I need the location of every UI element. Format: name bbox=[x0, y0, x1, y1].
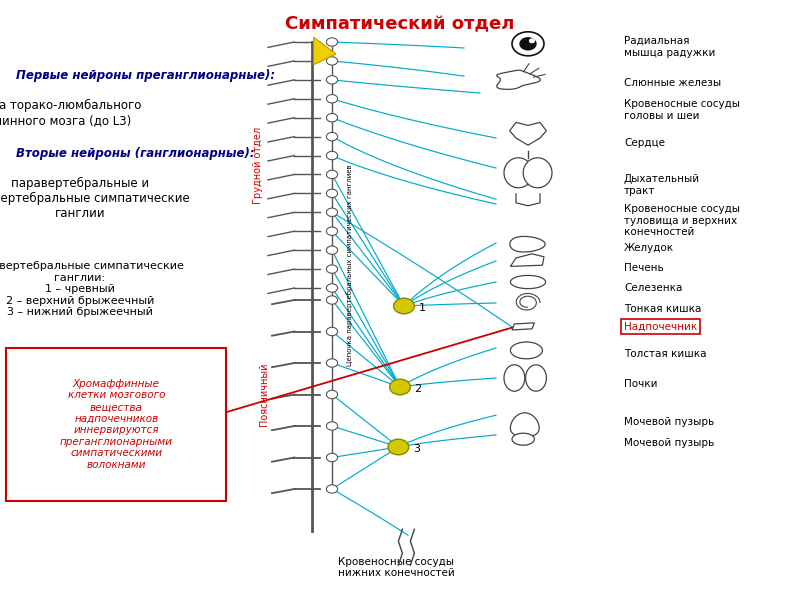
Text: 2: 2 bbox=[414, 384, 422, 394]
Text: Симпатический отдел: Симпатический отдел bbox=[286, 15, 514, 33]
Text: Толстая кишка: Толстая кишка bbox=[624, 349, 706, 359]
Circle shape bbox=[326, 170, 338, 179]
Circle shape bbox=[326, 76, 338, 84]
Text: Мочевой пузырь: Мочевой пузырь bbox=[624, 438, 714, 448]
Circle shape bbox=[530, 39, 534, 43]
Circle shape bbox=[326, 328, 338, 335]
Circle shape bbox=[326, 296, 338, 304]
Circle shape bbox=[326, 359, 338, 367]
Text: Слюнные железы: Слюнные железы bbox=[624, 78, 721, 88]
Circle shape bbox=[512, 32, 544, 56]
Polygon shape bbox=[510, 236, 545, 252]
Text: Кровеносные сосуды
головы и шеи: Кровеносные сосуды головы и шеи bbox=[624, 99, 740, 121]
Circle shape bbox=[326, 38, 338, 46]
Polygon shape bbox=[314, 37, 336, 65]
Text: Первые нейроны преганглионарные):: Первые нейроны преганглионарные): bbox=[16, 69, 275, 82]
Circle shape bbox=[520, 38, 536, 50]
Text: Надпочечник: Надпочечник bbox=[624, 322, 698, 331]
Circle shape bbox=[326, 485, 338, 493]
Text: Мочевой пузырь: Мочевой пузырь bbox=[624, 417, 714, 427]
FancyBboxPatch shape bbox=[6, 348, 226, 501]
Polygon shape bbox=[504, 158, 533, 188]
Circle shape bbox=[326, 57, 338, 65]
Text: Печень: Печень bbox=[624, 263, 664, 273]
Text: Превертебральные симпатические
ганглии:
1 – чревный
2 – верхний брыжеечный
3 – н: Превертебральные симпатические ганглии: … bbox=[0, 261, 183, 317]
Circle shape bbox=[326, 151, 338, 160]
Circle shape bbox=[326, 422, 338, 430]
Circle shape bbox=[390, 379, 410, 395]
Polygon shape bbox=[510, 342, 542, 359]
Circle shape bbox=[326, 390, 338, 398]
Text: Тонкая кишка: Тонкая кишка bbox=[624, 304, 702, 314]
Polygon shape bbox=[523, 158, 552, 188]
Polygon shape bbox=[510, 122, 546, 145]
Polygon shape bbox=[497, 70, 541, 89]
Circle shape bbox=[326, 454, 338, 462]
Circle shape bbox=[326, 113, 338, 122]
Polygon shape bbox=[510, 254, 544, 266]
Text: боковые рога торако-люмбального
отделов спинного мозга (до L3): боковые рога торако-люмбального отделов … bbox=[0, 99, 142, 127]
Circle shape bbox=[394, 298, 414, 314]
Polygon shape bbox=[512, 323, 534, 330]
Text: Грудной отдел: Грудной отдел bbox=[253, 127, 262, 203]
Text: Радиальная
мышца радужки: Радиальная мышца радужки bbox=[624, 36, 715, 58]
Circle shape bbox=[326, 284, 338, 292]
Circle shape bbox=[326, 95, 338, 103]
Text: Поясничный: Поясничный bbox=[259, 363, 269, 426]
Text: Селезенка: Селезенка bbox=[624, 283, 682, 293]
Text: Вторые нейроны (ганглионарные):: Вторые нейроны (ганглионарные): bbox=[16, 147, 254, 160]
Circle shape bbox=[326, 208, 338, 217]
Text: Цепочка паравертебральных симпатических ганглиев: Цепочка паравертебральных симпатических … bbox=[346, 164, 353, 367]
Text: паравертебральные и
превертебральные симпатические
ганглии: паравертебральные и превертебральные сим… bbox=[0, 177, 190, 220]
Text: 3: 3 bbox=[413, 444, 420, 454]
Circle shape bbox=[326, 246, 338, 254]
Text: 1: 1 bbox=[418, 303, 426, 313]
Polygon shape bbox=[526, 365, 546, 391]
Text: Хромаффинные
клетки мозгового
вещества
надпочечников
иннервируются
преганглионар: Хромаффинные клетки мозгового вещества н… bbox=[60, 379, 173, 470]
Polygon shape bbox=[512, 433, 534, 445]
Polygon shape bbox=[510, 275, 546, 289]
Text: Кровеносные сосуды
туловища и верхних
конечностей: Кровеносные сосуды туловища и верхних ко… bbox=[624, 204, 740, 237]
Text: Дыхательный
тракт: Дыхательный тракт bbox=[624, 174, 700, 196]
Circle shape bbox=[326, 189, 338, 197]
Circle shape bbox=[326, 133, 338, 141]
Text: Почки: Почки bbox=[624, 379, 658, 389]
Circle shape bbox=[326, 227, 338, 235]
Circle shape bbox=[388, 439, 409, 455]
Text: Сердце: Сердце bbox=[624, 138, 665, 148]
Circle shape bbox=[326, 265, 338, 273]
Polygon shape bbox=[504, 365, 525, 391]
Text: Желудок: Желудок bbox=[624, 243, 674, 253]
Polygon shape bbox=[510, 413, 539, 437]
Text: Кровеносные сосуды
нижних конечностей: Кровеносные сосуды нижних конечностей bbox=[338, 557, 454, 578]
